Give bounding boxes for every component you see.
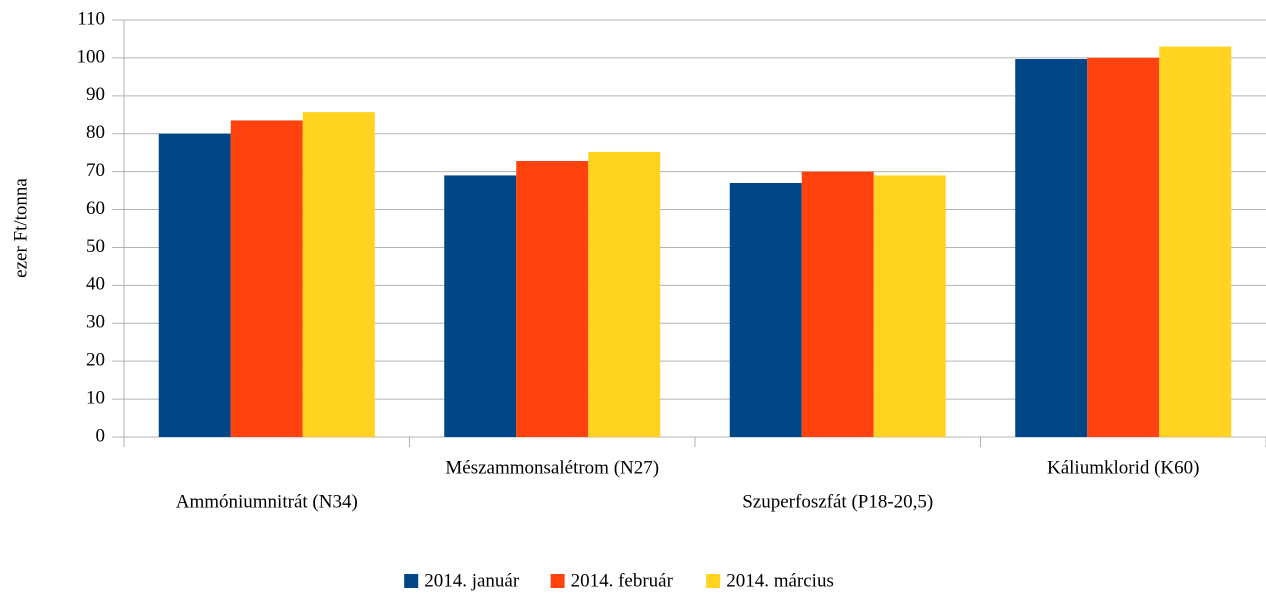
y-tick-label: 50 (86, 236, 105, 257)
legend-swatch (550, 574, 565, 588)
bar (1015, 59, 1088, 438)
y-tick-label: 80 (86, 122, 105, 143)
bar (158, 133, 231, 437)
y-tick-label: 60 (86, 198, 105, 219)
bar (729, 183, 802, 437)
y-tick-label: 40 (86, 274, 105, 295)
y-tick-label: 0 (96, 425, 106, 446)
legend-swatch (404, 574, 419, 588)
x-tick-label: Szuperfoszfát (P18-20,5) (742, 491, 933, 512)
y-tick-label: 100 (77, 46, 106, 67)
y-tick-label: 20 (86, 350, 105, 371)
x-tick-label: Ammóniumnitrát (N34) (176, 491, 358, 512)
legend-label: 2014. február (571, 570, 674, 591)
bar (1087, 57, 1160, 438)
bar (516, 161, 589, 437)
x-tick-label: Mészammonsalétrom (N27) (445, 457, 659, 478)
y-tick-label: 70 (86, 160, 105, 181)
legend-label: 2014. március (726, 570, 834, 591)
y-tick-label: 30 (86, 312, 105, 333)
y-tick-label: 110 (77, 8, 105, 29)
legend-swatch (706, 574, 721, 588)
x-tick-label: Káliumklorid (K60) (1047, 457, 1200, 478)
y-axis-label: ezer Ft/tonna (10, 178, 31, 278)
bar (588, 151, 661, 437)
bar (801, 171, 874, 438)
y-tick-label: 10 (86, 387, 105, 408)
bar (230, 120, 303, 437)
bar (873, 175, 946, 437)
bar (1159, 46, 1232, 437)
y-tick-label: 90 (86, 84, 105, 105)
bar (444, 175, 517, 437)
bar (302, 112, 375, 438)
legend-label: 2014. január (424, 570, 520, 591)
